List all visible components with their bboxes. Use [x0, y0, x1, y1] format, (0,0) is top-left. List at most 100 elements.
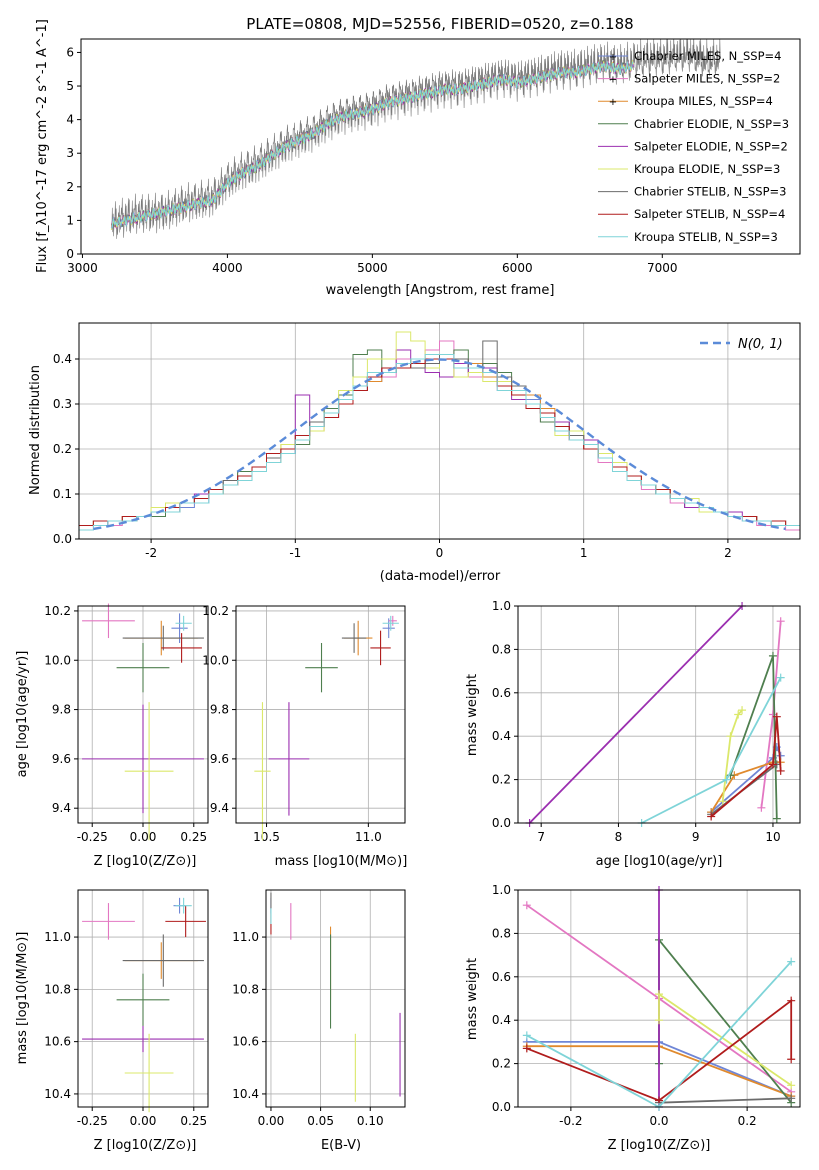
- residuals-ytick-label: 0.1: [53, 487, 72, 501]
- age-vs-Z-ytick-label: 9.4: [52, 801, 71, 815]
- weight-vs-Z-series-7-marker: [787, 996, 796, 1005]
- spectrum-ytick-label: 4: [66, 113, 74, 127]
- weight-vs-age-ytick-label: 0.0: [492, 816, 511, 830]
- weight-vs-age-series-5: [721, 709, 743, 802]
- weight-vs-age-series-7-marker: [707, 812, 716, 821]
- weight-vs-age-series-8-marker: [722, 775, 731, 784]
- spectrum-xtick-label: 7000: [647, 261, 678, 275]
- normal-legend-label: N(0, 1): [738, 337, 783, 352]
- age-vs-Z-xlabel: Z [log10(Z/Z⊙)]: [94, 854, 197, 869]
- age-vs-mass-ytick-label: 9.8: [210, 703, 229, 717]
- age-vs-Z-ytick-label: 10.2: [44, 604, 71, 618]
- weight-vs-Z-series-6: [658, 1097, 792, 1104]
- weight-vs-age-series-3-marker: [772, 814, 781, 823]
- weight-vs-age-series-1-marker: [768, 710, 777, 719]
- weight-vs-age-xtick-label: 10: [765, 830, 780, 844]
- weight-vs-age-series-3-marker: [768, 651, 777, 660]
- model-spectrum-8: [110, 61, 634, 229]
- mass-vs-EBV-ytick-label: 10.8: [232, 982, 259, 996]
- weight-vs-Z-axes: -0.2 0.0 0.2 0.0 0.2 0.4 0.6 0.8 1.0: [492, 883, 800, 1128]
- weight-vs-age-axes: 7 8 9 10 0.0 0.2 0.4 0.6 0.8 1.0: [492, 599, 800, 844]
- weight-vs-age-ytick-label: 0.2: [492, 773, 511, 787]
- spectrum-xtick-label: 5000: [357, 261, 388, 275]
- mass-vs-Z-ylabel: mass [log10(M/M⊙)]: [15, 932, 30, 1065]
- spectrum-xtick-label: 4000: [212, 261, 243, 275]
- legend-label-1: Salpeter MILES, N_SSP=2: [634, 72, 780, 86]
- weight-vs-age-ylabel: mass weight: [465, 674, 480, 756]
- residuals-frame: [78, 322, 801, 540]
- weight-vs-age-series-1-marker: [776, 617, 785, 626]
- weight-vs-Z-series-7-marker: [787, 1055, 796, 1064]
- legend-label-0: Chabrier MILES, N_SSP=4: [634, 49, 781, 63]
- histogram-8: [78, 354, 800, 539]
- weight-vs-age-xlabel: age [log10(age/yr)]: [596, 854, 723, 869]
- spectrum-ytick-label: 5: [66, 79, 74, 93]
- weight-vs-Z-xtick-label: 0.0: [649, 1114, 668, 1128]
- model-spectrum-4: [110, 60, 634, 229]
- mass-vs-EBV-ytick-label: 11.0: [232, 930, 259, 944]
- legend-marker-1: +: [609, 75, 617, 86]
- age-vs-Z-ylabel: age [log10(age/yr)]: [15, 651, 30, 778]
- weight-vs-Z-series-5-marker: [655, 1016, 663, 1025]
- spectrum-xtick-label: 6000: [502, 261, 533, 275]
- age-vs-mass-ytick-label: 10.0: [202, 653, 229, 667]
- weight-vs-age-series-1-marker: [757, 803, 766, 812]
- spectrum-frame: [80, 38, 801, 255]
- weight-vs-Z-ytick-label: 0.6: [492, 970, 511, 984]
- age-vs-Z-ytick-label: 9.6: [52, 752, 71, 766]
- weight-vs-age-frame: [517, 605, 801, 824]
- spectrum-legend: + Chabrier MILES, N_SSP=4 + Salpeter MILES,…: [598, 49, 789, 244]
- residuals-xtick-label: 1: [580, 546, 588, 560]
- weight-vs-Z-xlabel: Z [log10(Z/Z⊙)]: [608, 1138, 711, 1153]
- weight-vs-age-series-8: [641, 677, 782, 824]
- age-vs-mass-ytick-label: 10.2: [202, 604, 229, 618]
- mass-vs-Z-ytick-label: 10.4: [44, 1087, 71, 1101]
- age-vs-Z-axes: -0.25 0.00 0.25 9.4 9.6 9.8 10.0 10.2: [44, 604, 208, 844]
- legend-label-2: Kroupa MILES, N_SSP=4: [634, 94, 773, 108]
- age-vs-Z-frame: [77, 605, 209, 824]
- weight-vs-Z-series-6-marker: [787, 1094, 796, 1103]
- mass-vs-Z-ytick-label: 10.6: [44, 1035, 71, 1049]
- weight-vs-Z-lines: [522, 886, 796, 1111]
- residuals-ytick-label: 0.3: [53, 397, 72, 411]
- residuals-xtick-label: -2: [145, 546, 157, 560]
- spectrum-xlabel: wavelength [Angstrom, rest frame]: [326, 283, 555, 298]
- mass-vs-Z-ytick-label: 11.0: [44, 930, 71, 944]
- spectrum-ytick-label: 2: [66, 180, 74, 194]
- residual-histograms: [78, 331, 800, 539]
- mass-vs-EBV-frame: [265, 889, 406, 1108]
- weight-vs-age-series-4: [528, 605, 743, 824]
- weight-vs-age-ytick-label: 0.6: [492, 686, 511, 700]
- weight-vs-Z-ytick-label: 0.2: [492, 1057, 511, 1071]
- mass-vs-EBV-xtick-label: 0.00: [258, 1114, 285, 1128]
- weight-vs-Z-series-7-marker: [522, 1044, 531, 1053]
- mass-vs-EBV-xlabel: E(B-V): [321, 1138, 361, 1153]
- spectrum-xtick-label: 3000: [67, 261, 98, 275]
- age-vs-Z-xtick-label: -0.25: [77, 830, 108, 844]
- residuals-xtick-label: -1: [289, 546, 301, 560]
- mass-vs-EBV-errorbars: [270, 892, 401, 1102]
- weight-vs-age-series-5-marker: [726, 732, 735, 741]
- mass-vs-EBV-axes: 0.00 0.05 0.10 10.4 10.6 10.8 11.0: [232, 890, 405, 1128]
- weight-vs-Z-series-1-marker: [522, 901, 531, 910]
- weight-vs-age-series-7-marker: [776, 766, 785, 775]
- residuals-ytick-label: 0.4: [53, 352, 72, 366]
- legend-label-6: Chabrier STELIB, N_SSP=3: [634, 185, 786, 199]
- weight-vs-Z-xtick-label: 0.2: [738, 1114, 757, 1128]
- spectrum-axes: 3000 4000 5000 6000 7000 0 1 2 3 4 5 6: [66, 45, 677, 275]
- weight-vs-Z-ytick-label: 0.8: [492, 926, 511, 940]
- mass-vs-EBV-xtick-label: 0.05: [307, 1114, 334, 1128]
- normal-reference-curve: [93, 358, 786, 531]
- mass-vs-Z-xtick-label: 0.25: [180, 1114, 207, 1128]
- legend-label-4: Salpeter ELODIE, N_SSP=2: [634, 139, 788, 153]
- weight-vs-age-ytick-label: 0.4: [492, 729, 511, 743]
- weight-vs-age-ytick-label: 0.8: [492, 642, 511, 656]
- weight-vs-age-ytick-label: 1.0: [492, 599, 511, 613]
- legend-label-5: Kroupa ELODIE, N_SSP=3: [634, 162, 780, 176]
- spectrum-ytick-label: 0: [66, 247, 74, 261]
- weight-vs-Z-ylabel: mass weight: [465, 958, 480, 1040]
- weight-vs-Z-series-5-marker: [787, 1081, 796, 1090]
- age-vs-mass-ytick-label: 9.4: [210, 801, 229, 815]
- weight-vs-age-series-7-marker: [768, 760, 777, 769]
